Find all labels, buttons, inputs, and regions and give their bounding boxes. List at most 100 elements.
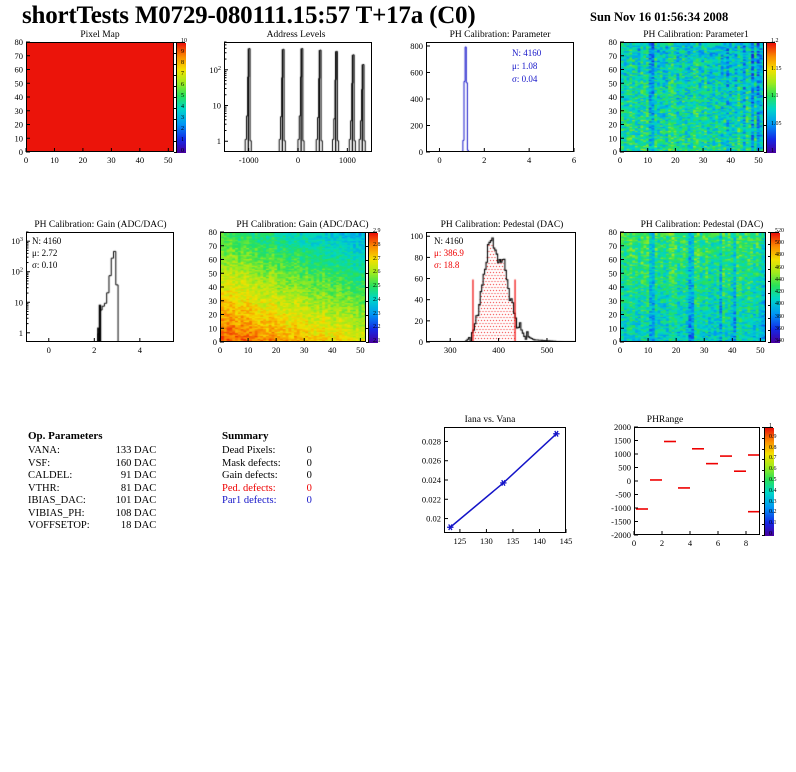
svg-text:10: 10 bbox=[50, 155, 59, 165]
svg-text:10: 10 bbox=[609, 133, 618, 143]
colorbar-tick bbox=[764, 124, 767, 126]
panel-title: Pixel Map bbox=[80, 30, 120, 40]
panel-address-levels: Address Levels -1000 0 1000 1 10 102 bbox=[196, 30, 392, 165]
svg-text:0: 0 bbox=[613, 337, 617, 347]
svg-text:70: 70 bbox=[15, 51, 24, 61]
svg-text:0: 0 bbox=[632, 538, 636, 548]
svg-text:70: 70 bbox=[609, 241, 618, 251]
summary-value: 0 bbox=[306, 482, 312, 494]
svg-text:60: 60 bbox=[415, 274, 424, 284]
colorbar-tick bbox=[762, 524, 765, 526]
colorbar-tick bbox=[768, 329, 771, 331]
colorbar-tick bbox=[174, 86, 177, 87]
address-levels-axes: -1000 0 1000 1 10 102 bbox=[209, 41, 356, 165]
op-parameter-row: IBIAS_DAC: 101 DAC bbox=[28, 495, 156, 508]
colorbar-tick bbox=[764, 42, 767, 43]
colorbar-tick bbox=[768, 268, 771, 270]
svg-text:6: 6 bbox=[572, 155, 576, 165]
colorbar-label: 1 bbox=[771, 148, 774, 154]
svg-text:0: 0 bbox=[19, 147, 23, 157]
colorbar-tick bbox=[366, 232, 369, 233]
colorbar-label: 0 bbox=[769, 531, 772, 537]
ph-parameter-axes: 0 2 4 6 0 200 400 600 800 bbox=[410, 41, 576, 165]
plot-frame bbox=[634, 427, 760, 535]
svg-text:1: 1 bbox=[217, 136, 221, 146]
svg-text:40: 40 bbox=[328, 345, 337, 355]
svg-text:20: 20 bbox=[671, 155, 680, 165]
colorbar-gradient bbox=[765, 428, 774, 536]
colorbar-tick bbox=[174, 130, 177, 131]
panel-pedestal-hist: PH Calibration: Pedestal (DAC) 300 400 500… bbox=[396, 220, 600, 355]
ph-parameter-canvas bbox=[427, 43, 573, 151]
svg-text:-2000: -2000 bbox=[611, 530, 631, 540]
plot-frame bbox=[224, 42, 372, 152]
summary-row: Par1 defects: 0 bbox=[222, 495, 312, 508]
colorbar-tick bbox=[762, 513, 765, 515]
svg-text:30: 30 bbox=[300, 345, 309, 355]
op-parameters-rows: VANA: 133 DAC VSF: 160 DAC CALDEL: 91 DAC VTHR… bbox=[28, 445, 156, 533]
svg-text:0: 0 bbox=[218, 345, 222, 355]
panel-gain-map: PH Calibration: Gain (ADC/DAC) 0 10 20 30 40… bbox=[196, 220, 396, 355]
plot-frame bbox=[26, 42, 174, 152]
pixel-map-axes: 0 10 20 30 40 50 0 10 20 30 40 50 60 70 80 bbox=[15, 37, 173, 165]
timestamp: Sun Nov 16 01:56:34 2008 bbox=[590, 10, 729, 24]
svg-text:135: 135 bbox=[507, 536, 520, 546]
svg-text:140: 140 bbox=[533, 536, 546, 546]
svg-text:40: 40 bbox=[609, 282, 618, 292]
svg-text:30: 30 bbox=[609, 106, 618, 116]
svg-text:30: 30 bbox=[699, 155, 708, 165]
panel-title: PH Calibration: Gain (ADC/DAC) bbox=[236, 220, 369, 230]
op-parameter-row: CALDEL: 91 DAC bbox=[28, 470, 156, 483]
op-parameters-table: Op. Parameters VANA: 133 DAC VSF: 160 DAC CA… bbox=[28, 430, 156, 533]
summary-key: Dead Pixels: bbox=[222, 445, 276, 456]
svg-text:800: 800 bbox=[410, 41, 423, 51]
colorbar-label: 2.2 bbox=[373, 324, 381, 331]
colorbar-label: 480 bbox=[775, 252, 784, 259]
colorbar-label: 0.9 bbox=[769, 433, 777, 440]
colorbar-tick bbox=[768, 317, 771, 319]
op-parameter-value: 81 DAC bbox=[120, 482, 157, 494]
colorbar-tick bbox=[762, 535, 765, 536]
svg-text:600: 600 bbox=[410, 67, 423, 77]
svg-text:80: 80 bbox=[415, 252, 424, 262]
svg-text:2: 2 bbox=[660, 538, 664, 548]
colorbar-tick bbox=[762, 427, 765, 428]
svg-text:10: 10 bbox=[213, 101, 222, 111]
colorbar-tick bbox=[366, 342, 369, 343]
svg-text:400: 400 bbox=[410, 94, 423, 104]
svg-text:0.028: 0.028 bbox=[422, 436, 441, 446]
pedestal-heatmap-canvas bbox=[621, 233, 765, 341]
summary-table: Summary Dead Pixels: 0 Mask defects: 0 Gain … bbox=[222, 430, 312, 508]
colorbar-tick bbox=[174, 75, 177, 76]
svg-text:0: 0 bbox=[627, 476, 631, 486]
op-parameter-value: 101 DAC bbox=[115, 495, 157, 506]
op-parameter-value: 133 DAC bbox=[115, 445, 157, 456]
colorbar-label: 380 bbox=[775, 313, 784, 320]
svg-text:10: 10 bbox=[644, 345, 653, 355]
svg-text:10: 10 bbox=[609, 323, 618, 333]
colorbar-tick bbox=[768, 232, 771, 233]
colorbar-label: 2.5 bbox=[373, 283, 381, 289]
colorbar-tick bbox=[174, 64, 177, 65]
pixel-map-canvas bbox=[27, 43, 173, 151]
panel-title: PH Calibration: Pedestal (DAC) bbox=[640, 220, 764, 230]
colorbar-label: 2.4 bbox=[373, 296, 381, 303]
summary-key: Par1 defects: bbox=[222, 495, 277, 506]
colorbar-label: 1.2 bbox=[771, 38, 779, 44]
svg-text:0: 0 bbox=[618, 345, 622, 355]
colorbar-tick bbox=[764, 97, 767, 98]
iana-series bbox=[447, 430, 560, 531]
svg-text:50: 50 bbox=[609, 268, 618, 278]
summary-row: Ped. defects: 0 bbox=[222, 483, 312, 496]
svg-text:80: 80 bbox=[609, 227, 618, 237]
svg-text:4: 4 bbox=[688, 538, 693, 548]
colorbar-label: 0.8 bbox=[769, 444, 777, 451]
svg-text:0: 0 bbox=[213, 337, 217, 347]
plot-frame bbox=[620, 232, 766, 342]
colorbar-label: 520 bbox=[775, 228, 784, 234]
svg-text:1000: 1000 bbox=[614, 449, 631, 459]
svg-text:0: 0 bbox=[419, 337, 423, 347]
colorbar-gradient bbox=[771, 233, 780, 343]
colorbar-tick bbox=[762, 491, 765, 493]
panel-phrange: PHRange 0 2 4 6 8 -2000 -1500 -1000 -500 0 500 1000… bbox=[600, 415, 796, 550]
